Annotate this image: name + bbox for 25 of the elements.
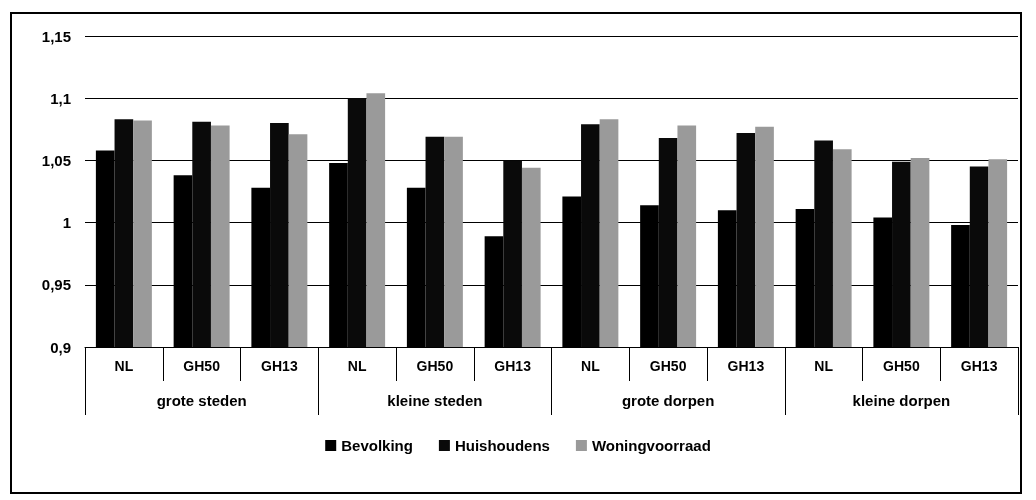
x-tick-label: GH50 — [416, 358, 454, 374]
x-tick-label: NL — [114, 358, 134, 374]
text: kleine steden — [387, 392, 483, 409]
y-tick-label: 1,1 — [50, 89, 71, 107]
x-tick-label: GH13 — [494, 358, 532, 374]
x-tick-label: NL — [347, 358, 367, 374]
x-tick-label: GH13 — [960, 358, 998, 374]
text: grote steden — [156, 392, 247, 409]
legend-label: Woningvoorraad — [591, 437, 711, 454]
legend-label: Bevolking — [341, 437, 413, 454]
y-tick-label: 1 — [62, 214, 71, 232]
text: grote dorpen — [621, 392, 715, 409]
y-tick-label: 1,05 — [41, 151, 71, 169]
x-tick-label: GH50 — [183, 358, 221, 374]
y-tick-label: 0,9 — [50, 338, 71, 356]
x-tick-label: NL — [581, 358, 601, 374]
x-tick-label: GH50 — [649, 358, 687, 374]
x-tick-label: GH13 — [727, 358, 765, 374]
legend-label: Huishoudens — [454, 437, 550, 454]
x-tick-label: GH50 — [883, 358, 920, 374]
y-tick-label: 1,15 — [41, 27, 71, 45]
x-tick-label: GH13 — [261, 358, 298, 374]
text: kleine dorpen — [852, 392, 951, 409]
y-tick-label: 0,95 — [41, 276, 71, 294]
x-tick-label: NL — [814, 358, 834, 374]
